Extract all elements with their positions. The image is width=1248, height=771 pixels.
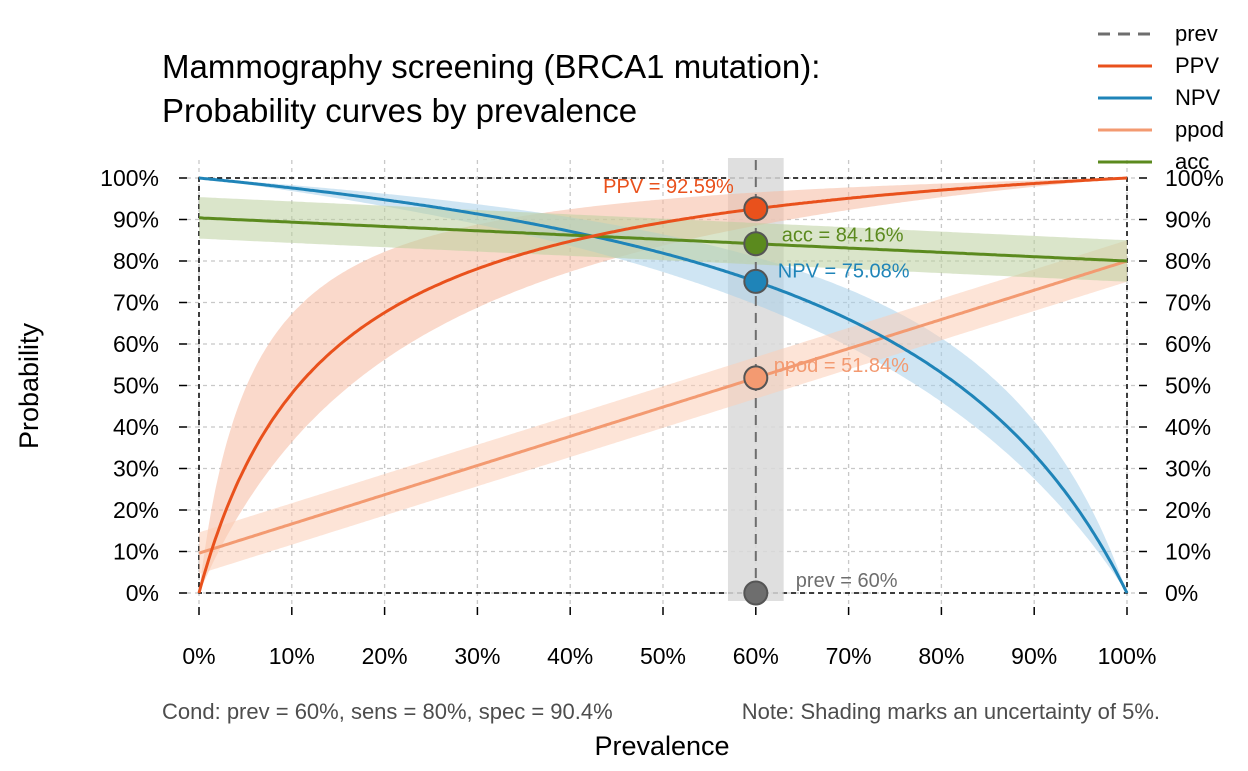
y-tick-label-left: 40% bbox=[113, 414, 159, 440]
y-tick-label-right: 40% bbox=[1165, 414, 1211, 440]
chart-title: Mammography screening (BRCA1 mutation): … bbox=[162, 48, 820, 129]
x-axis-label: Prevalence bbox=[594, 731, 729, 761]
ppv-uncertainty-band bbox=[199, 178, 1127, 593]
y-axis-label: Probability bbox=[14, 322, 44, 449]
y-tick-label-left: 60% bbox=[113, 331, 159, 357]
npv-uncertainty-band bbox=[199, 178, 1127, 593]
npv-point bbox=[743, 268, 769, 294]
y-tick-label-left: 90% bbox=[113, 207, 159, 233]
npv-line bbox=[198, 176, 1129, 594]
y-tick-label-left: 70% bbox=[113, 290, 159, 316]
chart-title-line-1: Mammography screening (BRCA1 mutation): bbox=[162, 48, 820, 85]
series-lines bbox=[197, 160, 1129, 594]
y-tick-label-left: 30% bbox=[113, 456, 159, 482]
x-tick-label: 0% bbox=[182, 643, 215, 669]
axis-ticks: 0% 10% 20% 30% 40% 50% 60% 70% 80% 90% 100% 0% 0% 10%… bbox=[100, 165, 1224, 669]
acc-point-label: acc = 84.16% bbox=[782, 225, 904, 247]
x-tick-label: 30% bbox=[454, 643, 500, 669]
y-tick-label-right: 20% bbox=[1165, 497, 1211, 523]
y-tick-label-left: 20% bbox=[113, 497, 159, 523]
prev-point-label: prev = 60% bbox=[796, 570, 898, 592]
x-tick-label: 60% bbox=[733, 643, 779, 669]
npv-point-label: NPV = 75.08% bbox=[778, 260, 910, 282]
uncertainty-note: Note: Shading marks an uncertainty of 5%… bbox=[742, 699, 1160, 724]
x-tick-label: 20% bbox=[362, 643, 408, 669]
legend: prev PPV NPV ppod acc bbox=[1098, 21, 1224, 174]
y-tick-label-right: 60% bbox=[1165, 331, 1211, 357]
ppod-point bbox=[743, 365, 769, 391]
prev-point bbox=[743, 580, 769, 606]
legend-label-ppv: PPV bbox=[1175, 53, 1219, 78]
y-tick-label-right: 80% bbox=[1165, 248, 1211, 274]
x-tick-label: 90% bbox=[1011, 643, 1057, 669]
plot-frame bbox=[198, 177, 1128, 594]
x-tick-label: 40% bbox=[547, 643, 593, 669]
x-tick-label: 50% bbox=[640, 643, 686, 669]
y-tick-label-left: 10% bbox=[113, 539, 159, 565]
x-tick-label: 80% bbox=[918, 643, 964, 669]
acc-line bbox=[198, 216, 1128, 263]
legend-label-npv: NPV bbox=[1175, 85, 1221, 110]
ppod-point-label: ppod = 51.84% bbox=[774, 355, 909, 377]
y-tick-label-left: 50% bbox=[113, 373, 159, 399]
condition-note: Cond: prev = 60%, sens = 80%, spec = 90.… bbox=[162, 699, 613, 724]
y-tick-label-right: 100% bbox=[1165, 165, 1224, 191]
ppv-point-label: PPV = 92.59% bbox=[603, 176, 734, 198]
chart-title-line-2: Probability curves by prevalence bbox=[162, 92, 637, 129]
condition-points: PPV = 92.59% acc = 84.16% NPV = 75.08% ppod… bbox=[603, 176, 910, 606]
ppv-point bbox=[743, 196, 769, 222]
ppod-line bbox=[198, 259, 1128, 555]
x-tick-label: 70% bbox=[826, 643, 872, 669]
legend-label-acc: acc bbox=[1175, 149, 1209, 174]
y-tick-label-left: 80% bbox=[113, 248, 159, 274]
y-tick-label-right: 10% bbox=[1165, 539, 1211, 565]
y-tick-label-right: 30% bbox=[1165, 456, 1211, 482]
ppv-line bbox=[197, 176, 1128, 594]
acc-point bbox=[743, 231, 769, 257]
y-tick-label-right: 90% bbox=[1165, 207, 1211, 233]
y-tick-label-right: 50% bbox=[1165, 373, 1211, 399]
legend-label-prev: prev bbox=[1175, 21, 1218, 46]
y-tick-label-right: 0% bbox=[1165, 580, 1198, 606]
x-tick-label: 10% bbox=[269, 643, 315, 669]
y-tick-label-left: 100% bbox=[100, 165, 159, 191]
legend-label-ppod: ppod bbox=[1175, 117, 1224, 142]
y-tick-label-left: 0% bbox=[126, 580, 159, 606]
x-tick-label: 100% bbox=[1098, 643, 1157, 669]
y-tick-label-right: 70% bbox=[1165, 290, 1211, 316]
